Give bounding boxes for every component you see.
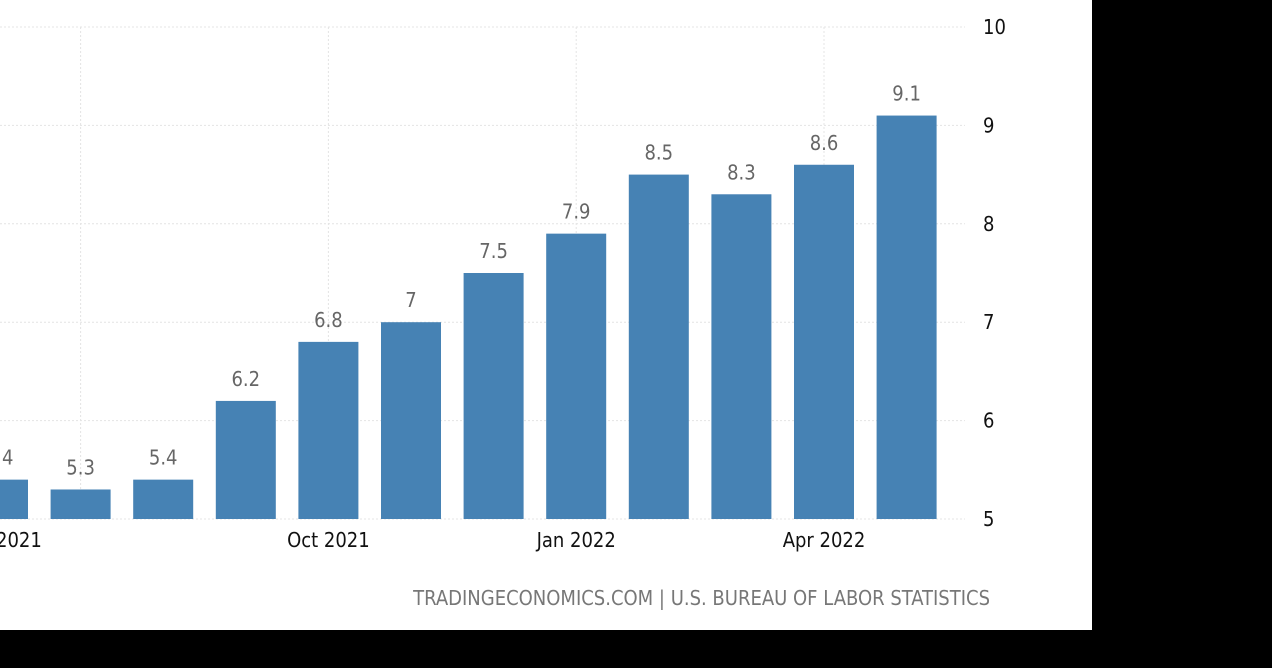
x-tick-label: Apr 2022 — [783, 528, 866, 552]
bar-data-label: 7.5 — [479, 239, 508, 263]
bar — [215, 400, 276, 519]
bar — [546, 233, 607, 519]
y-tick-label: 9 — [983, 113, 994, 137]
bar-data-label: 5.3 — [66, 455, 95, 479]
bar — [628, 174, 689, 519]
bar — [50, 489, 111, 519]
y-tick-label: 10 — [983, 15, 1006, 39]
bar-data-label: 8.6 — [810, 131, 839, 155]
bar — [463, 273, 524, 519]
y-axis-ticks: 5 6 7 8 9 10 — [983, 15, 1006, 531]
x-tick-label: Jan 2022 — [536, 528, 616, 552]
bar — [876, 115, 937, 519]
bar — [298, 341, 359, 519]
bar — [0, 479, 28, 519]
bar-data-label: 6.8 — [314, 308, 343, 332]
bar-data-label: 4 — [2, 446, 13, 470]
data-labels: 4 5.3 5.4 6.2 6.8 7 7.5 7.9 8.5 8.3 8.6 9.1 — [2, 82, 921, 480]
bar-data-label: 7.9 — [562, 200, 591, 224]
bar-chart: 4 5.3 5.4 6.2 6.8 7 7.5 7.9 8.5 8.3 8.6 9.1 5 6 7 8 9 10… — [0, 15, 1006, 610]
bar-data-label: 5.4 — [149, 446, 178, 470]
bar — [794, 164, 854, 519]
bar-data-label: 8.3 — [727, 160, 756, 184]
y-tick-label: 5 — [983, 507, 994, 531]
x-tick-label: Oct 2021 — [287, 528, 370, 552]
x-axis-ticks: 2021 Oct 2021 Jan 2022 Apr 2022 — [0, 528, 865, 552]
bar-data-label: 9.1 — [892, 82, 921, 106]
y-tick-label: 8 — [983, 212, 994, 236]
bars — [0, 115, 937, 519]
bar-data-label: 8.5 — [644, 141, 673, 165]
bar-data-label: 6.2 — [231, 367, 260, 391]
y-tick-label: 7 — [983, 310, 994, 334]
x-tick-label: 2021 — [0, 528, 42, 552]
bar — [133, 479, 194, 519]
bar — [381, 322, 441, 519]
bar — [711, 194, 772, 519]
bar-data-label: 7 — [405, 288, 416, 312]
chart-panel: 4 5.3 5.4 6.2 6.8 7 7.5 7.9 8.5 8.3 8.6 9.1 5 6 7 8 9 10… — [0, 0, 1092, 630]
y-tick-label: 6 — [983, 409, 994, 433]
source-attribution: TRADINGECONOMICS.COM | U.S. BUREAU OF LA… — [412, 586, 990, 610]
